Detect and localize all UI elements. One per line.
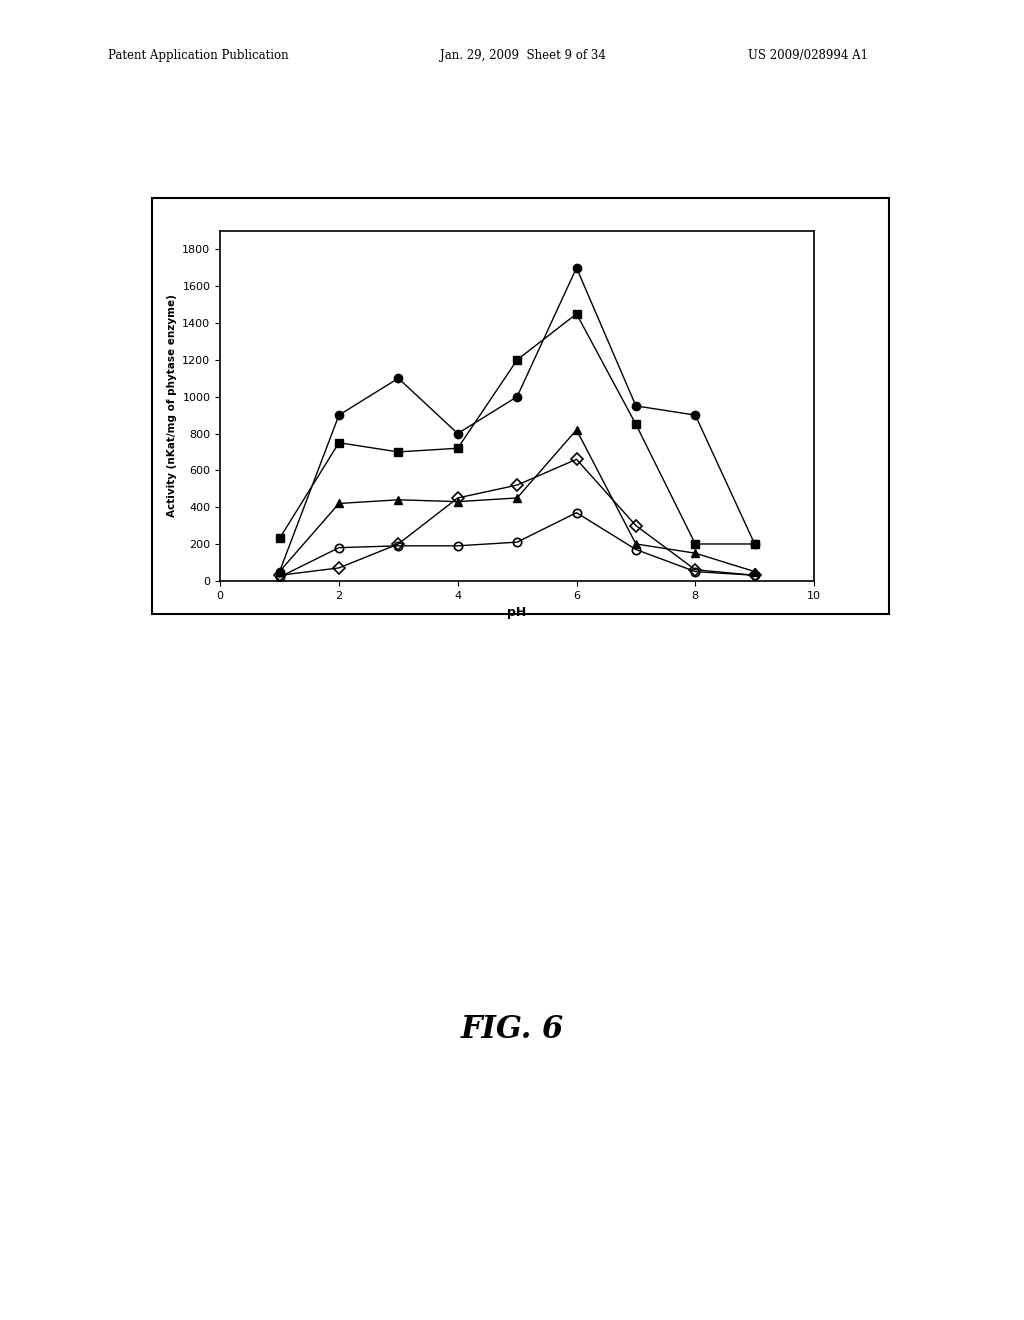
Text: Patent Application Publication: Patent Application Publication — [108, 49, 288, 62]
Text: FIG. 6: FIG. 6 — [461, 1014, 563, 1045]
X-axis label: pH: pH — [508, 606, 526, 619]
FancyBboxPatch shape — [152, 198, 889, 614]
Text: US 2009/028994 A1: US 2009/028994 A1 — [748, 49, 867, 62]
Y-axis label: Activity (nKat/mg of phytase enzyme): Activity (nKat/mg of phytase enzyme) — [167, 294, 177, 517]
Text: Jan. 29, 2009  Sheet 9 of 34: Jan. 29, 2009 Sheet 9 of 34 — [440, 49, 606, 62]
